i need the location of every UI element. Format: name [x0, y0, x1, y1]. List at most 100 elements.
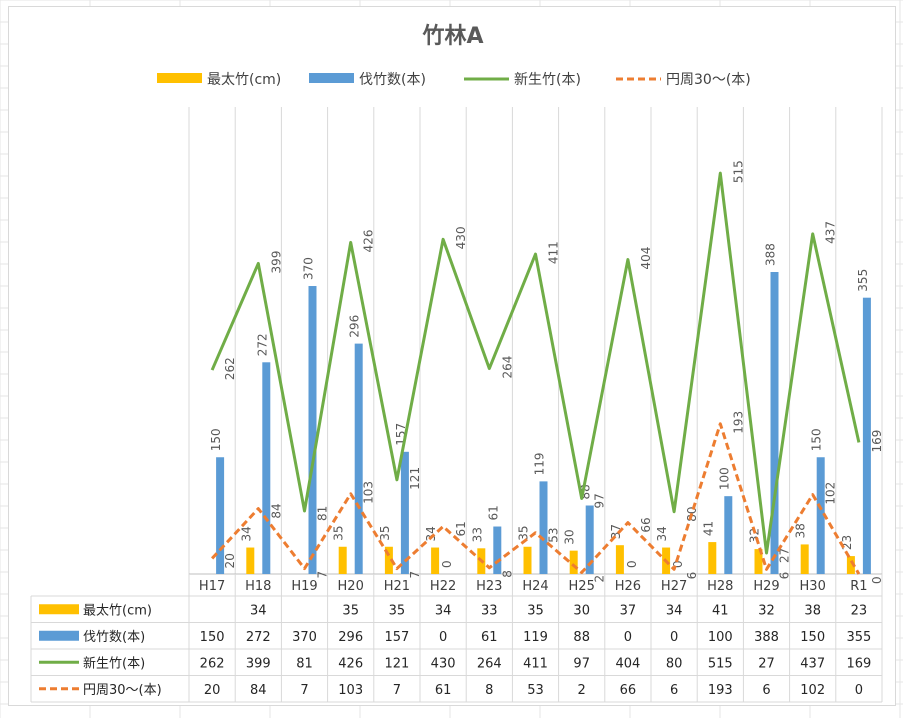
data-label: 38 — [794, 523, 808, 538]
table-cell: 34 — [250, 603, 267, 618]
table-cell: 97 — [573, 656, 590, 671]
legend-label: 最太竹(cm) — [207, 72, 281, 88]
data-label: 411 — [547, 241, 561, 264]
bar — [338, 546, 347, 574]
legend-swatch — [309, 73, 354, 83]
table-row-header: 新生竹(本) — [83, 655, 145, 671]
data-label: 102 — [824, 482, 838, 505]
x-tick-label: H17 — [199, 579, 225, 594]
bar — [400, 451, 409, 574]
chart-area[interactable]: 竹林A 最太竹(cm) 伐竹数(本) 新生竹(本) 円周30～(本) 34 35 35 34… — [8, 6, 896, 706]
data-label: 97 — [593, 493, 607, 508]
data-label: 193 — [731, 411, 745, 434]
table-cell: 35 — [527, 603, 544, 618]
table-cell: 0 — [624, 630, 632, 645]
data-label: 119 — [533, 452, 547, 475]
legend: 最太竹(cm) 伐竹数(本) 新生竹(本) 円周30～(本) — [157, 72, 751, 88]
bar — [816, 457, 825, 574]
chart-svg: 竹林A 最太竹(cm) 伐竹数(本) 新生竹(本) 円周30～(本) 34 35 35 34… — [30, 23, 884, 703]
legend-label: 伐竹数(本) — [359, 72, 426, 88]
data-label: 7 — [408, 571, 422, 579]
table-cell: 32 — [758, 603, 775, 618]
data-label: 388 — [764, 243, 778, 266]
x-tick-label: H22 — [430, 579, 456, 594]
x-tick-label: H30 — [800, 579, 826, 594]
data-label: 61 — [454, 521, 468, 536]
data-label: 370 — [302, 257, 316, 280]
bar — [246, 547, 255, 574]
table-cell: 296 — [338, 630, 363, 645]
table-cell: 30 — [573, 603, 590, 618]
data-label: 34 — [239, 526, 253, 541]
table-cell: 34 — [435, 603, 452, 618]
data-label: 81 — [316, 506, 330, 521]
table-cell: 370 — [292, 630, 317, 645]
bar — [539, 481, 548, 574]
data-label: 84 — [269, 503, 283, 518]
bar — [846, 556, 855, 574]
data-label: 37 — [609, 524, 623, 539]
table-cell: 0 — [670, 630, 678, 645]
series-line — [210, 171, 861, 555]
data-label: 6 — [685, 572, 699, 580]
table-cell: 61 — [481, 630, 498, 645]
x-tick-label: H19 — [291, 579, 317, 594]
table-cell: 437 — [800, 656, 825, 671]
data-label: 399 — [269, 251, 283, 274]
table-cell: 33 — [481, 603, 498, 618]
table-row-header: 伐竹数(本) — [83, 630, 145, 645]
data-label: 20 — [223, 553, 237, 568]
table-cell: 411 — [523, 656, 548, 671]
table-cell: 100 — [708, 630, 733, 645]
table-cell: 23 — [851, 603, 868, 618]
data-label: 121 — [408, 467, 422, 490]
bar — [862, 297, 871, 574]
x-tick-label: H24 — [522, 579, 548, 594]
bar — [523, 546, 532, 574]
data-label: 41 — [701, 521, 715, 536]
data-label: 430 — [454, 226, 468, 249]
table-cell: 193 — [708, 683, 733, 698]
data-label: 296 — [348, 315, 362, 338]
data-label: 0 — [440, 560, 454, 568]
table-cell: 430 — [431, 656, 456, 671]
bar — [754, 549, 763, 574]
data-label: 0 — [870, 576, 884, 584]
data-label: 272 — [255, 333, 269, 356]
table-cell: 88 — [573, 630, 590, 645]
table-cell: 119 — [523, 630, 548, 645]
table-cell: 35 — [389, 603, 406, 618]
x-tick-label: H27 — [661, 579, 687, 594]
data-label: 437 — [824, 221, 838, 244]
data-label: 150 — [209, 428, 223, 451]
data-label: 53 — [547, 527, 561, 542]
data-label: 426 — [362, 230, 376, 253]
table-cell: 37 — [620, 603, 637, 618]
table-cell: 2 — [578, 683, 586, 698]
data-label: 34 — [424, 526, 438, 541]
data-label: 355 — [856, 269, 870, 292]
table-cell: 53 — [527, 683, 544, 698]
table-cell: 6 — [670, 683, 678, 698]
legend-label: 円周30～(本) — [666, 72, 751, 88]
table-cell: 6 — [762, 683, 770, 698]
table-cell: 272 — [246, 630, 271, 645]
table-cell: 150 — [200, 630, 225, 645]
data-label: 100 — [717, 467, 731, 490]
data-label: 264 — [500, 356, 514, 379]
table-cell: 102 — [800, 683, 825, 698]
table-cell: 388 — [754, 630, 779, 645]
plot-area: 34 35 35 34 33 35 30 37 34 41 32 382315027237029615… — [188, 107, 884, 594]
bar — [493, 526, 502, 574]
bar — [708, 542, 717, 574]
legend-swatch — [157, 73, 202, 83]
table-row-header: 最太竹(cm) — [83, 603, 152, 618]
table-cell: 81 — [296, 656, 313, 671]
table-cell: 84 — [250, 683, 267, 698]
data-label: 61 — [486, 505, 500, 520]
table-cell: 157 — [384, 630, 409, 645]
data-label: 404 — [639, 247, 653, 270]
table-legend-key — [39, 604, 79, 615]
data-label: 7 — [316, 571, 330, 579]
table-cell: 27 — [758, 656, 775, 671]
